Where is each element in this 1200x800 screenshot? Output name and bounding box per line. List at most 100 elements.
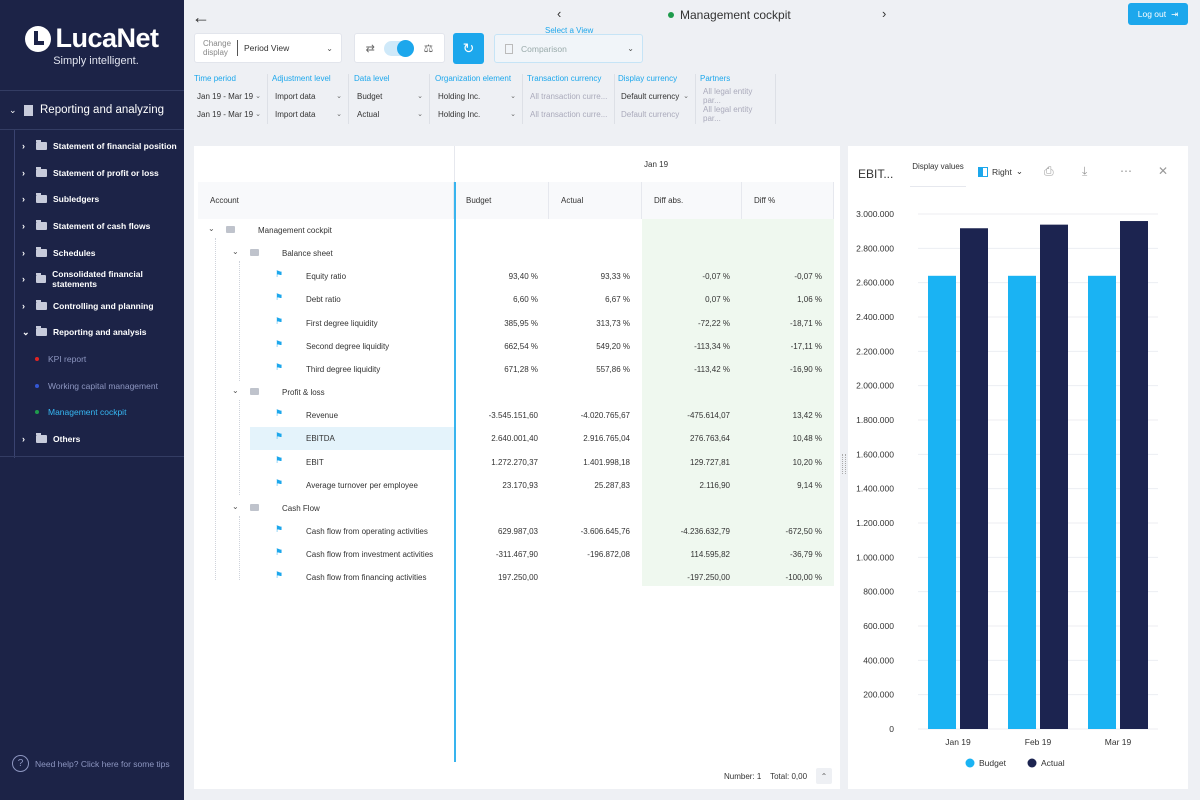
- cell-budget[interactable]: 671,28 %: [504, 364, 538, 374]
- bar-budget[interactable]: [1088, 275, 1116, 729]
- filter-select[interactable]: Holding Inc. ⌄: [433, 87, 522, 105]
- sidebar-item-working-capital[interactable]: Working capital management: [0, 372, 184, 399]
- filter-select[interactable]: Import data ⌄: [270, 105, 348, 123]
- bar-budget[interactable]: [1008, 275, 1036, 729]
- cell-diff[interactable]: 114.595,82: [690, 550, 730, 560]
- cell-budget[interactable]: 23.170,93: [502, 480, 538, 490]
- cell-budget[interactable]: 662,54 %: [504, 341, 538, 351]
- table-row[interactable]: ⌄ Management cockpit: [194, 219, 834, 242]
- table-row[interactable]: ⚑ Cash flow from operating activities 629.…: [194, 520, 834, 543]
- cell-budget[interactable]: 385,95 %: [504, 318, 538, 328]
- cell-pct[interactable]: 10,48 %: [792, 434, 822, 444]
- cell-budget[interactable]: 629.987,03: [497, 526, 538, 536]
- filter-select[interactable]: Holding Inc. ⌄: [433, 105, 522, 123]
- sidebar-section-reporting[interactable]: ⌄ Reporting and analyzing: [0, 90, 184, 130]
- table-row[interactable]: ⚑ Debt ratio 6,60 % 6,67 % 0,07 % 1,06 %: [194, 288, 834, 311]
- sidebar-item-subledgers[interactable]: › Subledgers: [0, 186, 184, 213]
- table-row[interactable]: ⚑ Revenue -3.545.151,60 -4.020.765,67 -475.6…: [194, 404, 834, 427]
- bar-budget[interactable]: [928, 275, 956, 729]
- cell-budget[interactable]: 93,40 %: [508, 272, 538, 282]
- cell-diff[interactable]: -72,22 %: [697, 318, 730, 328]
- cell-diff[interactable]: -475.614,07: [687, 411, 730, 421]
- balance-icon[interactable]: ⚖: [423, 42, 434, 55]
- filter-select[interactable]: Actual ⌄: [352, 105, 429, 123]
- cell-diff[interactable]: -197.250,00: [687, 573, 730, 583]
- cell-diff[interactable]: 2.116,90: [699, 480, 730, 490]
- table-row[interactable]: ⌄ Balance sheet: [194, 242, 834, 265]
- cell-budget[interactable]: 2.640.001,40: [491, 434, 538, 444]
- sidebar-item-controlling[interactable]: › Controlling and planning: [0, 293, 184, 320]
- table-row[interactable]: ⚑ Average turnover per employee 23.170,93 2…: [194, 474, 834, 497]
- cell-diff[interactable]: 0,07 %: [705, 295, 730, 305]
- logo[interactable]: LucaNet Simply intelligent.: [0, 0, 184, 90]
- filter-select[interactable]: Default currency: [616, 105, 695, 123]
- back-arrow-icon[interactable]: ←: [192, 7, 210, 27]
- table-row[interactable]: ⚑ EBITDA 2.640.001,40 2.916.765,04 276.763,6…: [194, 427, 834, 451]
- cell-budget[interactable]: 6,60 %: [513, 295, 538, 305]
- cell-budget[interactable]: 197.250,00: [497, 573, 538, 583]
- sidebar-item-cash-flows[interactable]: › Statement of cash flows: [0, 213, 184, 240]
- table-row[interactable]: ⚑ Cash flow from financing activities 197.…: [194, 566, 834, 589]
- filter-select[interactable]: Default currency ⌄: [616, 87, 695, 105]
- table-row[interactable]: ⚑ Cash flow from investment activities -31…: [194, 543, 834, 566]
- cell-budget[interactable]: -311.467,90: [495, 550, 538, 560]
- cell-diff[interactable]: 129.727,81: [689, 457, 730, 467]
- column-header-budget[interactable]: Budget: [454, 182, 549, 219]
- download-icon[interactable]: ⤓: [1082, 164, 1088, 178]
- table-row[interactable]: ⚑ Second degree liquidity 662,54 % 549,20 %…: [194, 335, 834, 358]
- cell-actual[interactable]: -196.872,08: [587, 550, 630, 560]
- cell-diff[interactable]: -113,42 %: [694, 364, 730, 374]
- filter-select[interactable]: All legal entity par...: [698, 87, 775, 105]
- select-view-dropdown[interactable]: Comparison ⌄: [494, 34, 643, 63]
- cell-budget[interactable]: -3.545.151,60: [488, 411, 538, 421]
- cell-actual[interactable]: 93,33 %: [600, 272, 630, 282]
- sidebar-item-profit-loss[interactable]: › Statement of profit or loss: [0, 160, 184, 187]
- next-view-icon[interactable]: ›: [882, 6, 887, 21]
- column-header-actual[interactable]: Actual: [549, 182, 642, 219]
- sidebar-item-reporting-analysis[interactable]: ⌄ Reporting and analysis: [0, 319, 184, 346]
- cell-pct[interactable]: -18,71 %: [789, 318, 822, 328]
- chevron-down-icon[interactable]: ⌄: [232, 247, 239, 257]
- cell-budget[interactable]: 1.272.270,37: [491, 457, 538, 467]
- cell-actual[interactable]: -4.020.765,67: [580, 411, 630, 421]
- print-icon[interactable]: ⎙: [1044, 164, 1054, 178]
- compare-icon[interactable]: ⇄: [365, 42, 375, 55]
- cell-pct[interactable]: 1,06 %: [797, 295, 822, 305]
- column-header-diff-pct[interactable]: Diff %: [742, 182, 834, 219]
- chevron-down-icon[interactable]: ⌄: [232, 501, 239, 511]
- filter-select[interactable]: Import data ⌄: [270, 87, 348, 105]
- cell-pct[interactable]: 13,42 %: [792, 411, 822, 421]
- sidebar-item-management-cockpit[interactable]: Management cockpit: [0, 399, 184, 426]
- cell-pct[interactable]: -100,00 %: [785, 573, 822, 583]
- column-header-account[interactable]: Account: [198, 182, 454, 219]
- sidebar-item-financial-position[interactable]: › Statement of financial position: [0, 133, 184, 160]
- table-row[interactable]: ⌄ Profit & loss: [194, 381, 834, 404]
- sidebar-item-schedules[interactable]: › Schedules: [0, 239, 184, 266]
- table-row[interactable]: ⚑ EBIT 1.272.270,37 1.401.998,18 129.727,81 1…: [194, 451, 834, 474]
- display-values-button[interactable]: Display values: [910, 159, 966, 187]
- scroll-up-button[interactable]: ⌃: [816, 768, 832, 784]
- cell-pct[interactable]: -672,50 %: [785, 526, 822, 536]
- filter-select[interactable]: All transaction curre...: [525, 87, 614, 105]
- column-header-diff-abs[interactable]: Diff abs.: [642, 182, 742, 219]
- filter-select[interactable]: All legal entity par...: [698, 105, 775, 123]
- cell-diff[interactable]: 276.763,64: [689, 434, 730, 444]
- table-row[interactable]: ⚑ Equity ratio 93,40 % 93,33 % -0,07 % -0,07 …: [194, 265, 834, 288]
- cell-actual[interactable]: 6,67 %: [605, 295, 630, 305]
- chevron-down-icon[interactable]: ⌄: [208, 224, 215, 233]
- previous-view-icon[interactable]: ‹: [557, 6, 562, 21]
- comparison-switch[interactable]: [384, 39, 415, 57]
- logout-button[interactable]: Log out ⇥: [1128, 3, 1188, 25]
- table-row[interactable]: ⚑ Third degree liquidity 671,28 % 557,86 % -…: [194, 358, 834, 381]
- cell-actual[interactable]: 313,73 %: [596, 318, 630, 328]
- filter-select[interactable]: All transaction curre...: [525, 105, 614, 123]
- more-icon[interactable]: ⋯: [1120, 164, 1132, 178]
- column-divider[interactable]: [454, 182, 456, 762]
- filter-select[interactable]: Jan 19 - Mar 19 ⌄: [192, 87, 267, 105]
- change-display-select[interactable]: Change display Period View ⌄: [194, 33, 342, 63]
- table-row[interactable]: ⚑ First degree liquidity 385,95 % 313,73 % -…: [194, 312, 834, 335]
- panel-splitter[interactable]: [842, 454, 846, 474]
- cell-actual[interactable]: 25.287,83: [594, 480, 630, 490]
- cell-pct[interactable]: 10,20 %: [792, 457, 822, 467]
- sidebar-item-others[interactable]: › Others: [0, 426, 184, 453]
